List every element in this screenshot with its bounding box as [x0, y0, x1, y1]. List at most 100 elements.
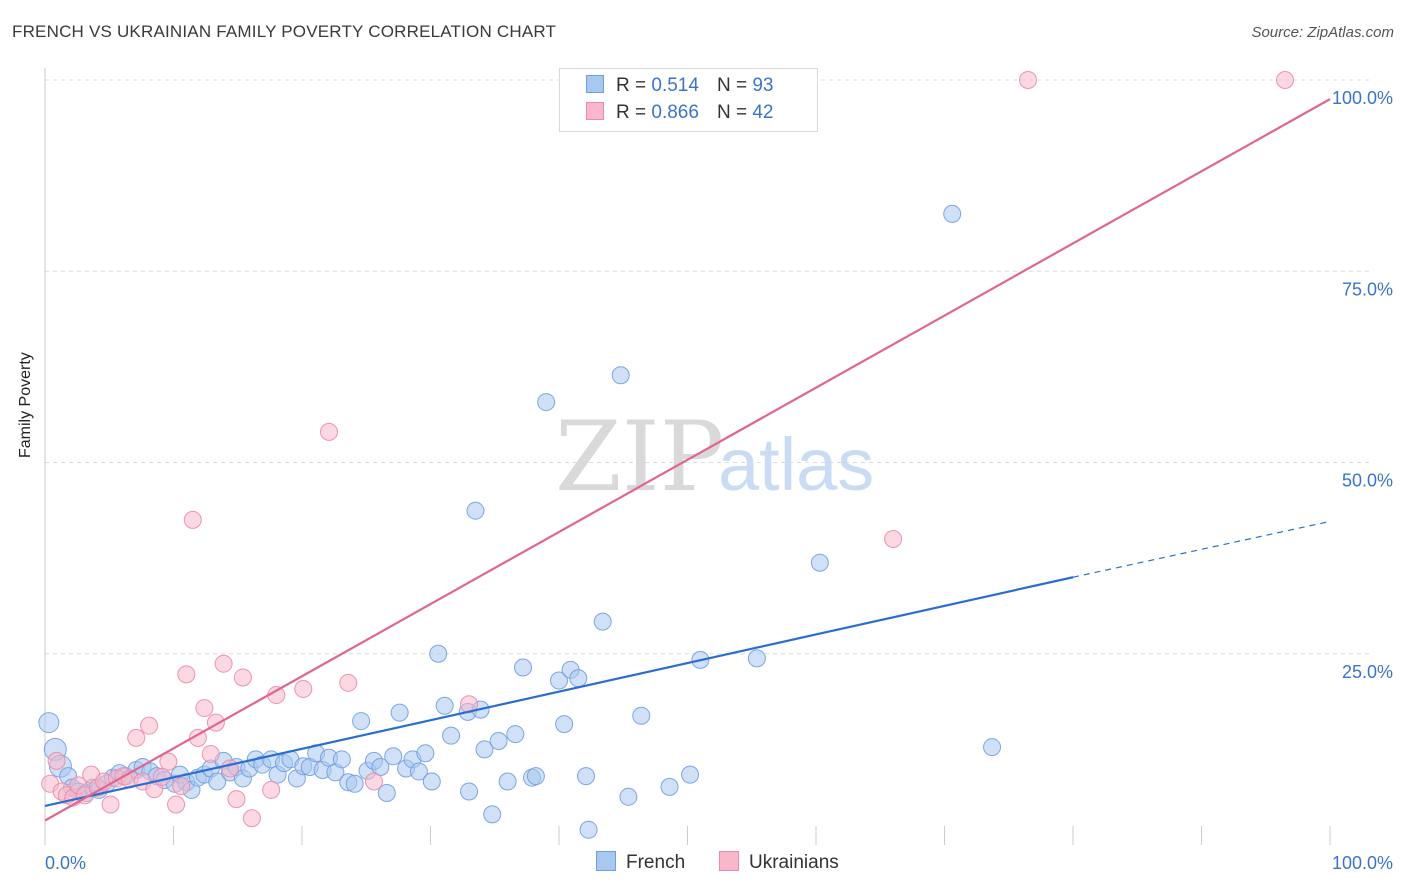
french-point-71	[514, 658, 533, 677]
watermark-atlas: atlas	[718, 423, 874, 506]
french-point-86	[681, 765, 700, 784]
french-point-47	[352, 712, 371, 731]
legend-item-french[interactable]: French	[596, 851, 685, 874]
ukrainians-point-36	[319, 422, 338, 441]
y-tick-label-100: 100.0%	[1332, 88, 1393, 108]
french-point-79	[576, 767, 595, 786]
ukrainians-point-18	[152, 767, 171, 786]
correlation-legend: R = 0.514 N = 93 R = 0.866 N = 42	[559, 68, 818, 132]
french-point-81	[593, 612, 612, 631]
ukrainians-point-35	[294, 679, 313, 698]
ukrainians-point-32	[242, 809, 261, 828]
scatter-points	[38, 71, 1295, 839]
french-swatch	[586, 75, 604, 93]
ukrainians-point-42	[1276, 71, 1295, 89]
ukrainians-point-21	[172, 777, 191, 796]
ukrainians-point-19	[159, 752, 178, 771]
french-point-89	[810, 553, 829, 572]
french-trend-extension	[1072, 520, 1331, 578]
french-point-76	[555, 715, 574, 734]
french-point-88	[747, 649, 766, 668]
y-axis-label: Family Poverty	[17, 352, 34, 458]
watermark: ZIP atlas	[555, 401, 874, 513]
french-n-value: 93	[752, 75, 774, 96]
ukrainians-point-24	[188, 728, 207, 747]
french-point-58	[422, 772, 441, 791]
ukrainians-point-28	[214, 654, 233, 673]
legend-row-ukrainians: R = 0.866 N = 42	[586, 102, 773, 126]
french-point-63	[460, 782, 479, 801]
french-point-52	[384, 747, 403, 766]
ukrainians-trend-line	[44, 98, 1331, 822]
ukrainians-point-20	[167, 795, 186, 814]
french-legend-swatch	[596, 851, 616, 871]
french-point-85	[660, 777, 679, 796]
french-trend-line	[44, 576, 1074, 808]
ukrainians-point-26	[201, 744, 220, 763]
ukrainians-point-22	[177, 665, 196, 684]
ukrainians-point-14	[127, 728, 146, 747]
french-point-90	[943, 204, 962, 223]
chart-title: FRENCH VS UKRAINIAN FAMILY POVERTY CORRE…	[12, 22, 557, 41]
french-point-82	[611, 366, 630, 385]
ukrainians-n-value: 42	[752, 102, 774, 123]
french-point-74	[537, 393, 556, 412]
french-point-61	[442, 726, 461, 745]
french-point-83	[619, 787, 638, 806]
ukrainians-point-25	[195, 699, 214, 718]
ukrainians-swatch	[586, 102, 604, 120]
source-credit: Source: ZipAtlas.com	[1251, 24, 1394, 41]
french-point-59	[429, 644, 448, 663]
french-point-0	[38, 712, 60, 734]
ukrainians-point-41	[1019, 71, 1038, 89]
ukrainians-point-1	[47, 751, 66, 770]
grid-lines	[45, 79, 1370, 655]
ukrainians-point-38	[364, 772, 383, 791]
trend-lines	[44, 98, 1331, 822]
french-point-70	[506, 725, 525, 744]
y-tick-label-75: 75.0%	[1342, 279, 1393, 299]
ukrainians-point-10	[101, 795, 120, 814]
ukrainians-legend-swatch	[719, 851, 739, 871]
ukrainians-r-value: 0.866	[651, 102, 699, 123]
french-point-75	[550, 671, 568, 690]
legend-item-ukrainians[interactable]: Ukrainians	[719, 851, 839, 874]
french-point-73	[526, 767, 545, 786]
x-tick-label-max: 100.0%	[1332, 853, 1393, 873]
ukrainians-point-40	[884, 530, 903, 548]
ukrainians-point-16	[140, 716, 159, 735]
french-point-64	[466, 501, 485, 520]
ukrainians-point-23	[183, 510, 202, 529]
french-point-44	[332, 750, 351, 769]
y-tick-label-25: 25.0%	[1342, 662, 1393, 682]
french-point-91	[983, 738, 1002, 757]
y-tick-label-50: 50.0%	[1342, 471, 1393, 491]
french-point-67	[483, 805, 502, 824]
ukrainians-point-30	[227, 790, 246, 809]
french-point-80	[579, 820, 598, 839]
french-point-66	[475, 740, 494, 759]
french-r-value: 0.514	[651, 75, 699, 96]
x-tick-label-min: 0.0%	[45, 853, 86, 873]
french-point-84	[632, 706, 651, 725]
ukrainians-point-37	[339, 673, 358, 692]
ukrainians-n-label: N =	[716, 102, 748, 123]
ukrainians-point-31	[233, 668, 252, 687]
french-r-label: R =	[616, 75, 647, 96]
french-legend-label: French	[626, 852, 686, 873]
legend-row-french: R = 0.514 N = 93	[586, 75, 773, 99]
ukrainians-point-33	[262, 780, 281, 799]
french-point-69	[498, 772, 517, 791]
french-point-46	[345, 774, 364, 793]
french-point-56	[409, 762, 428, 781]
watermark-zip: ZIP	[555, 401, 724, 513]
ukrainians-r-label: R =	[616, 102, 647, 123]
french-point-57	[416, 744, 435, 763]
french-point-25	[208, 772, 227, 791]
french-point-51	[377, 783, 396, 802]
french-n-label: N =	[716, 75, 748, 96]
tick-labels: 25.0% 50.0% 75.0% 100.0% 0.0% 100.0%	[45, 88, 1393, 873]
ukrainians-legend-label: Ukrainians	[749, 852, 839, 873]
french-point-53	[390, 703, 409, 722]
french-point-60	[435, 696, 454, 715]
